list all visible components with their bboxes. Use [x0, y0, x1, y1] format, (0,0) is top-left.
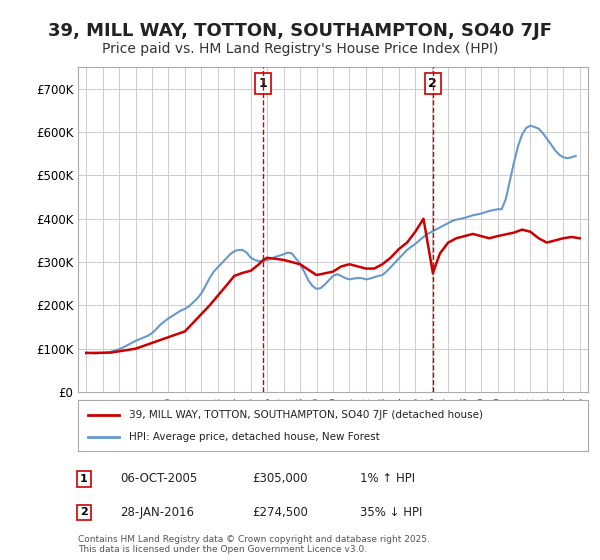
Text: £274,500: £274,500: [252, 506, 308, 519]
Text: 2: 2: [428, 77, 437, 90]
Text: Price paid vs. HM Land Registry's House Price Index (HPI): Price paid vs. HM Land Registry's House …: [102, 42, 498, 56]
Text: £305,000: £305,000: [252, 472, 308, 486]
Text: 1% ↑ HPI: 1% ↑ HPI: [360, 472, 415, 486]
Text: Contains HM Land Registry data © Crown copyright and database right 2025.
This d: Contains HM Land Registry data © Crown c…: [78, 535, 430, 554]
Text: 39, MILL WAY, TOTTON, SOUTHAMPTON, SO40 7JF (detached house): 39, MILL WAY, TOTTON, SOUTHAMPTON, SO40 …: [129, 409, 483, 419]
Text: 06-OCT-2005: 06-OCT-2005: [120, 472, 197, 486]
Text: HPI: Average price, detached house, New Forest: HPI: Average price, detached house, New …: [129, 432, 380, 442]
Text: 28-JAN-2016: 28-JAN-2016: [120, 506, 194, 519]
Text: 39, MILL WAY, TOTTON, SOUTHAMPTON, SO40 7JF: 39, MILL WAY, TOTTON, SOUTHAMPTON, SO40 …: [48, 22, 552, 40]
Text: 1: 1: [259, 77, 268, 90]
Text: 2: 2: [80, 507, 88, 517]
Text: 1: 1: [80, 474, 88, 484]
Text: 35% ↓ HPI: 35% ↓ HPI: [360, 506, 422, 519]
